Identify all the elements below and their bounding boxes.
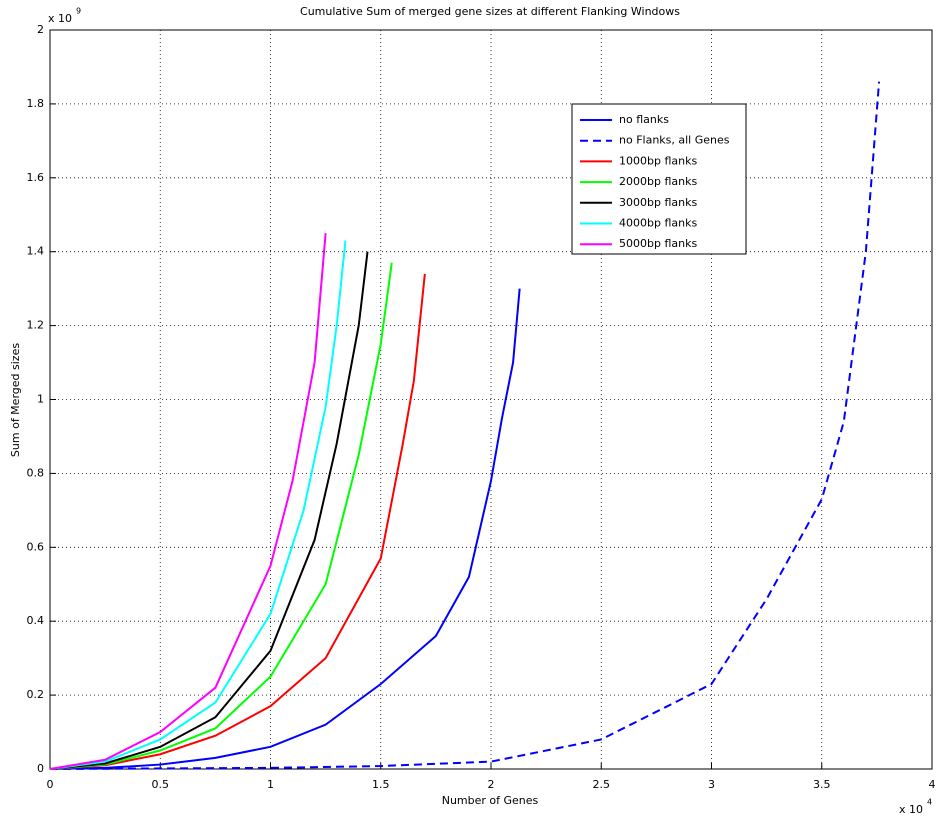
y-tick-label: 1.2 <box>27 319 45 332</box>
x-tick-label: 2.5 <box>593 778 611 791</box>
x-tick-label: 3 <box>708 778 715 791</box>
legend: no flanks no Flanks, all Genes 1000bp flan… <box>571 103 747 255</box>
legend-label: 2000bp flanks <box>619 175 697 188</box>
x-tick-label: 4 <box>929 778 936 791</box>
legend-label: no flanks <box>619 113 669 126</box>
y-tick-label: 1.4 <box>27 245 45 258</box>
line-series <box>49 288 521 770</box>
x-tick-label: 1.5 <box>372 778 390 791</box>
x-tick-label: 2 <box>488 778 495 791</box>
legend-box <box>571 103 747 255</box>
y-tick-label: 0 <box>37 762 44 775</box>
x-axis-label: Number of Genes <box>442 794 539 807</box>
y-tick-label: 0.6 <box>27 540 45 553</box>
y-tick-label: 0.8 <box>27 466 45 479</box>
y-axis-label: Sum of Merged sizes <box>9 343 22 457</box>
line-series <box>49 262 393 770</box>
y-tick-label: 1 <box>37 393 44 406</box>
x-tick-label: 0 <box>47 778 54 791</box>
y-tick-label: 2 <box>37 23 44 36</box>
chart-title: Cumulative Sum of merged gene sizes at d… <box>300 5 680 18</box>
line-series <box>49 233 327 770</box>
line-series <box>49 81 881 770</box>
x-multiplier: x 10 <box>899 803 923 816</box>
legend-label: 3000bp flanks <box>619 196 697 209</box>
legend-label: 5000bp flanks <box>619 237 697 250</box>
y-multiplier-exponent: 9 <box>76 7 81 16</box>
line-series <box>49 240 347 770</box>
legend-label: 1000bp flanks <box>619 154 697 167</box>
line-series <box>49 251 369 770</box>
y-tick-label: 1.6 <box>27 171 45 184</box>
legend-label: 4000bp flanks <box>619 217 697 230</box>
y-tick-label: 0.4 <box>27 614 45 627</box>
y-tick-label: 1.8 <box>27 97 45 110</box>
legend-label: no Flanks, all Genes <box>619 134 730 147</box>
x-tick-label: 3.5 <box>813 778 831 791</box>
line-series <box>49 273 426 770</box>
x-tick-label: 1 <box>267 778 274 791</box>
y-tick-label: 0.2 <box>27 688 45 701</box>
y-multiplier: x 10 <box>48 12 72 25</box>
x-tick-label: 0.5 <box>152 778 170 791</box>
x-multiplier-exponent: 4 <box>927 798 932 807</box>
